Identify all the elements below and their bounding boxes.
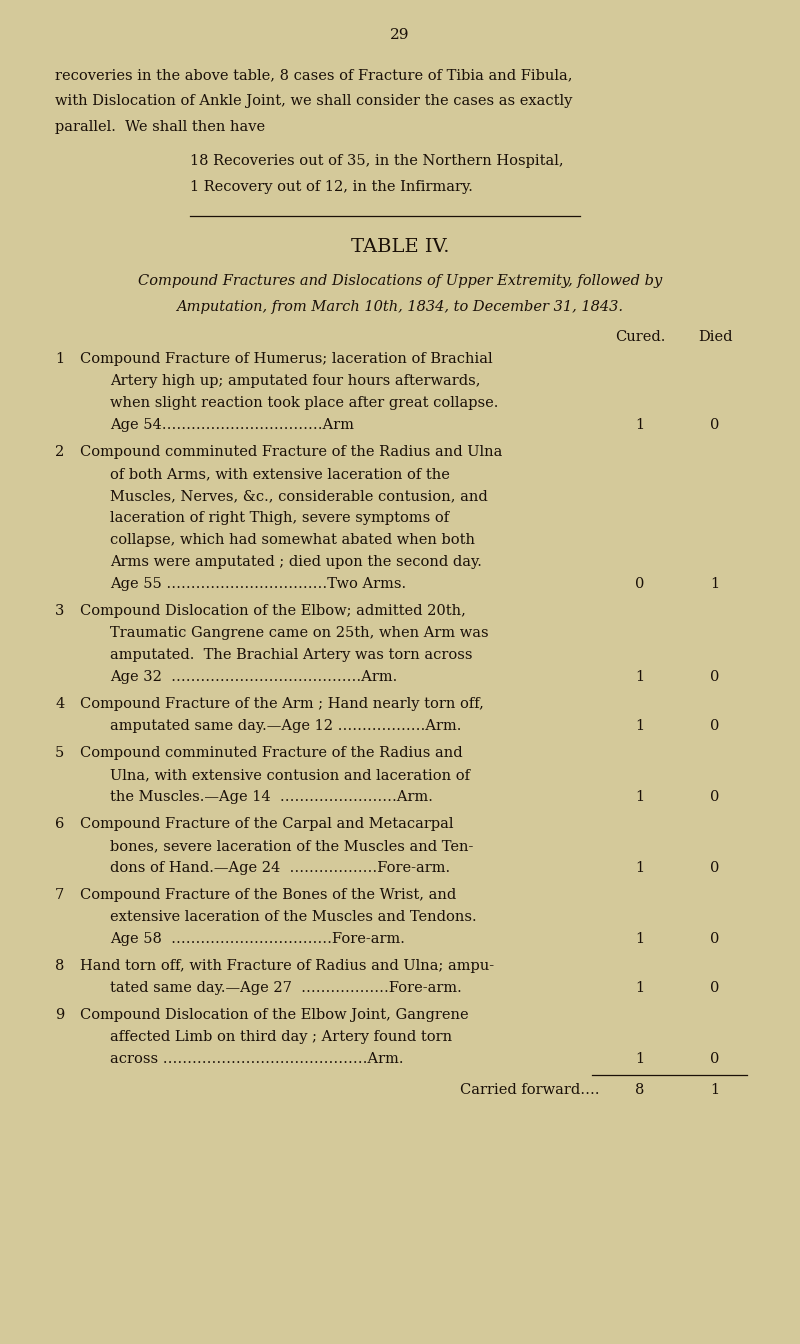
Text: Compound comminuted Fracture of the Radius and: Compound comminuted Fracture of the Radi… [80, 746, 462, 759]
Text: 2: 2 [55, 445, 64, 460]
Text: 4: 4 [55, 698, 64, 711]
Text: Traumatic Gangrene came on 25th, when Arm was: Traumatic Gangrene came on 25th, when Ar… [110, 626, 489, 640]
Text: 1: 1 [635, 790, 645, 804]
Text: 1: 1 [635, 931, 645, 946]
Text: Age 55 ……………………………Two Arms.: Age 55 ……………………………Two Arms. [110, 577, 406, 591]
Text: Compound Fracture of the Arm ; Hand nearly torn off,: Compound Fracture of the Arm ; Hand near… [80, 698, 484, 711]
Text: 0: 0 [710, 931, 720, 946]
Text: 7: 7 [55, 888, 64, 902]
Text: Compound Fracture of the Carpal and Metacarpal: Compound Fracture of the Carpal and Meta… [80, 817, 454, 831]
Text: recoveries in the above table, 8 cases of Fracture of Tibia and Fibula,: recoveries in the above table, 8 cases o… [55, 69, 573, 82]
Text: 9: 9 [55, 1008, 64, 1021]
Text: Artery high up; amputated four hours afterwards,: Artery high up; amputated four hours aft… [110, 374, 481, 388]
Text: bones, severe laceration of the Muscles and Ten-: bones, severe laceration of the Muscles … [110, 839, 474, 853]
Text: Amputation, from March 10th, 1834, to December 31, 1843.: Amputation, from March 10th, 1834, to De… [177, 300, 623, 314]
Text: 1: 1 [635, 671, 645, 684]
Text: of both Arms, with extensive laceration of the: of both Arms, with extensive laceration … [110, 466, 450, 481]
Text: 0: 0 [710, 862, 720, 875]
Text: 1: 1 [635, 1052, 645, 1066]
Text: Carried forward….: Carried forward…. [460, 1083, 599, 1097]
Text: Compound Dislocation of the Elbow Joint, Gangrene: Compound Dislocation of the Elbow Joint,… [80, 1008, 469, 1021]
Text: Arms were amputated ; died upon the second day.: Arms were amputated ; died upon the seco… [110, 555, 482, 569]
Text: 0: 0 [710, 981, 720, 995]
Text: 0: 0 [710, 790, 720, 804]
Text: Died: Died [698, 331, 732, 344]
Text: Cured.: Cured. [615, 331, 665, 344]
Text: 1: 1 [710, 577, 719, 591]
Text: laceration of right Thigh, severe symptoms of: laceration of right Thigh, severe sympto… [110, 511, 449, 526]
Text: extensive laceration of the Muscles and Tendons.: extensive laceration of the Muscles and … [110, 910, 477, 925]
Text: Muscles, Nerves, &c., considerable contusion, and: Muscles, Nerves, &c., considerable contu… [110, 489, 488, 503]
Text: 3: 3 [55, 603, 64, 618]
Text: 1 Recovery out of 12, in the Infirmary.: 1 Recovery out of 12, in the Infirmary. [190, 180, 473, 194]
Text: 1: 1 [635, 862, 645, 875]
Text: 0: 0 [635, 577, 645, 591]
Text: tated same day.—Age 27  ………………Fore-arm.: tated same day.—Age 27 ………………Fore-arm. [110, 981, 462, 995]
Text: Compound comminuted Fracture of the Radius and Ulna: Compound comminuted Fracture of the Radi… [80, 445, 502, 460]
Text: 18 Recoveries out of 35, in the Northern Hospital,: 18 Recoveries out of 35, in the Northern… [190, 155, 564, 168]
Text: when slight reaction took place after great collapse.: when slight reaction took place after gr… [110, 396, 498, 410]
Text: 29: 29 [390, 28, 410, 42]
Text: 0: 0 [710, 719, 720, 732]
Text: 1: 1 [635, 719, 645, 732]
Text: 0: 0 [710, 418, 720, 431]
Text: Age 32  …………………………………Arm.: Age 32 …………………………………Arm. [110, 671, 398, 684]
Text: 6: 6 [55, 817, 64, 831]
Text: Ulna, with extensive contusion and laceration of: Ulna, with extensive contusion and lacer… [110, 767, 470, 782]
Text: 0: 0 [710, 1052, 720, 1066]
Text: amputated same day.—Age 12 ………………Arm.: amputated same day.—Age 12 ………………Arm. [110, 719, 462, 732]
Text: Hand torn off, with Fracture of Radius and Ulna; ampu-: Hand torn off, with Fracture of Radius a… [80, 960, 494, 973]
Text: dons of Hand.—Age 24  ………………Fore-arm.: dons of Hand.—Age 24 ………………Fore-arm. [110, 862, 450, 875]
Text: 1: 1 [635, 981, 645, 995]
Text: Compound Fractures and Dislocations of Upper Extremity, followed by: Compound Fractures and Dislocations of U… [138, 274, 662, 288]
Text: affected Limb on third day ; Artery found torn: affected Limb on third day ; Artery foun… [110, 1030, 452, 1044]
Text: amputated.  The Brachial Artery was torn across: amputated. The Brachial Artery was torn … [110, 648, 473, 663]
Text: Compound Dislocation of the Elbow; admitted 20th,: Compound Dislocation of the Elbow; admit… [80, 603, 466, 618]
Text: 0: 0 [710, 671, 720, 684]
Text: the Muscles.—Age 14  ……………………Arm.: the Muscles.—Age 14 ……………………Arm. [110, 790, 433, 804]
Text: Age 54……………………………Arm: Age 54……………………………Arm [110, 418, 354, 431]
Text: Compound Fracture of Humerus; laceration of Brachial: Compound Fracture of Humerus; laceration… [80, 352, 493, 366]
Text: 1: 1 [635, 418, 645, 431]
Text: TABLE IV.: TABLE IV. [350, 238, 450, 255]
Text: Compound Fracture of the Bones of the Wrist, and: Compound Fracture of the Bones of the Wr… [80, 888, 456, 902]
Text: collapse, which had somewhat abated when both: collapse, which had somewhat abated when… [110, 534, 475, 547]
Text: 5: 5 [55, 746, 64, 759]
Text: Age 58  ……………………………Fore-arm.: Age 58 ……………………………Fore-arm. [110, 931, 405, 946]
Text: 8: 8 [635, 1083, 645, 1097]
Text: across ……………………………………Arm.: across ……………………………………Arm. [110, 1052, 403, 1066]
Text: 8: 8 [55, 960, 64, 973]
Text: with Dislocation of Ankle Joint, we shall consider the cases as exactly: with Dislocation of Ankle Joint, we shal… [55, 94, 572, 108]
Text: 1: 1 [55, 352, 64, 366]
Text: parallel.  We shall then have: parallel. We shall then have [55, 120, 265, 134]
Text: 1: 1 [710, 1083, 719, 1097]
